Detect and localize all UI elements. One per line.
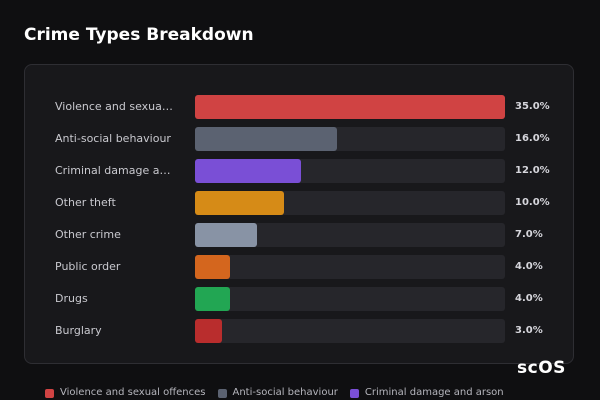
- bar-track: [195, 287, 505, 311]
- value-label: 16.0%: [515, 133, 550, 144]
- legend-label: Violence and sexual offences: [60, 387, 206, 398]
- chart-title: Crime Types Breakdown: [24, 25, 254, 45]
- value-label: 10.0%: [515, 197, 550, 208]
- bar-track: [195, 255, 505, 279]
- bar: [195, 255, 231, 279]
- bar: [195, 127, 337, 151]
- legend-item: Anti-social behaviour: [217, 386, 338, 400]
- value-label: 4.0%: [515, 261, 543, 272]
- value-label: 12.0%: [515, 165, 550, 176]
- watermark: scOS: [517, 358, 566, 378]
- legend: Violence and sexual offences Anti-social …: [45, 386, 585, 400]
- category-label: Other theft: [55, 196, 116, 209]
- bar-track: [195, 319, 505, 343]
- bar: [195, 159, 302, 183]
- legend-label: Criminal damage and arson: [364, 387, 504, 398]
- value-label: 3.0%: [515, 325, 543, 336]
- category-label: Public order: [55, 260, 121, 273]
- legend-swatch: [217, 388, 227, 398]
- bar: [195, 191, 284, 215]
- category-label: Other crime: [55, 228, 121, 241]
- legend-swatch: [45, 388, 54, 398]
- legend-item: Violence and sexual offences: [45, 386, 206, 400]
- legend-item: Criminal damage and arson: [349, 386, 504, 400]
- value-label: 35.0%: [515, 101, 550, 112]
- category-label: Violence and sexual offences: [55, 100, 173, 113]
- category-label: Drugs: [55, 292, 88, 305]
- bar: [195, 223, 257, 247]
- category-label: Anti-social behaviour: [55, 132, 171, 145]
- bar: [195, 95, 505, 119]
- bar: [195, 287, 231, 311]
- bar: [195, 319, 222, 343]
- category-label: Burglary: [55, 324, 102, 337]
- category-label: Criminal damage and arson: [55, 164, 173, 177]
- value-label: 7.0%: [515, 229, 543, 240]
- value-label: 4.0%: [515, 293, 543, 304]
- legend-swatch: [349, 388, 359, 398]
- legend-label: Anti-social behaviour: [232, 387, 338, 398]
